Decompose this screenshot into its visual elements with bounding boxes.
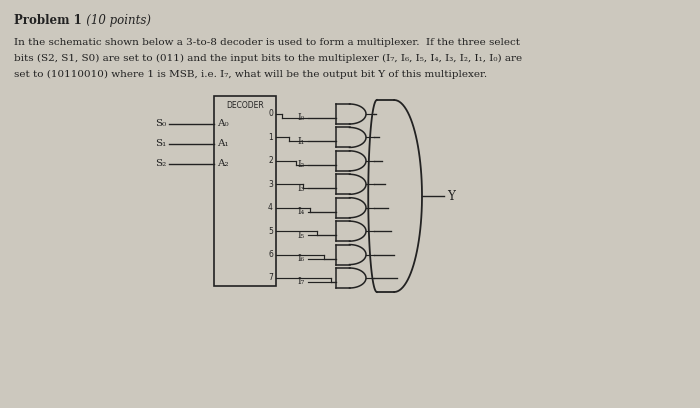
Text: A₀: A₀ — [217, 120, 229, 129]
Text: I₁: I₁ — [298, 137, 305, 146]
Text: Problem 1: Problem 1 — [14, 14, 82, 27]
Text: 0: 0 — [268, 109, 273, 118]
Text: 3: 3 — [268, 180, 273, 189]
Text: bits (S2, S1, S0) are set to (011) and the input bits to the multiplexer (I₇, I₆: bits (S2, S1, S0) are set to (011) and t… — [14, 54, 522, 63]
Text: DECODER: DECODER — [226, 101, 264, 110]
Text: I₇: I₇ — [298, 277, 305, 286]
Text: S₁: S₁ — [155, 140, 166, 149]
Text: I₂: I₂ — [298, 160, 305, 169]
Text: 7: 7 — [268, 273, 273, 282]
Text: 5: 5 — [268, 226, 273, 236]
Text: I₄: I₄ — [298, 207, 305, 216]
Text: A₁: A₁ — [217, 140, 229, 149]
Text: A₂: A₂ — [217, 160, 229, 169]
Text: 2: 2 — [268, 156, 273, 165]
Text: In the schematic shown below a 3-to-8 decoder is used to form a multiplexer.  If: In the schematic shown below a 3-to-8 de… — [14, 38, 520, 47]
Text: 1: 1 — [268, 133, 273, 142]
Text: I₆: I₆ — [298, 254, 305, 263]
Text: Y: Y — [447, 189, 455, 202]
Text: S₂: S₂ — [155, 160, 166, 169]
Text: 4: 4 — [268, 203, 273, 212]
Text: S₀: S₀ — [155, 120, 166, 129]
Text: (10 points): (10 points) — [75, 14, 151, 27]
Text: set to (10110010) where 1 is MSB, i.e. I₇, what will be the output bit Y of this: set to (10110010) where 1 is MSB, i.e. I… — [14, 70, 487, 79]
Text: I₃: I₃ — [298, 184, 305, 193]
Text: 6: 6 — [268, 250, 273, 259]
Text: I₅: I₅ — [298, 231, 305, 239]
Text: I₀: I₀ — [298, 113, 305, 122]
